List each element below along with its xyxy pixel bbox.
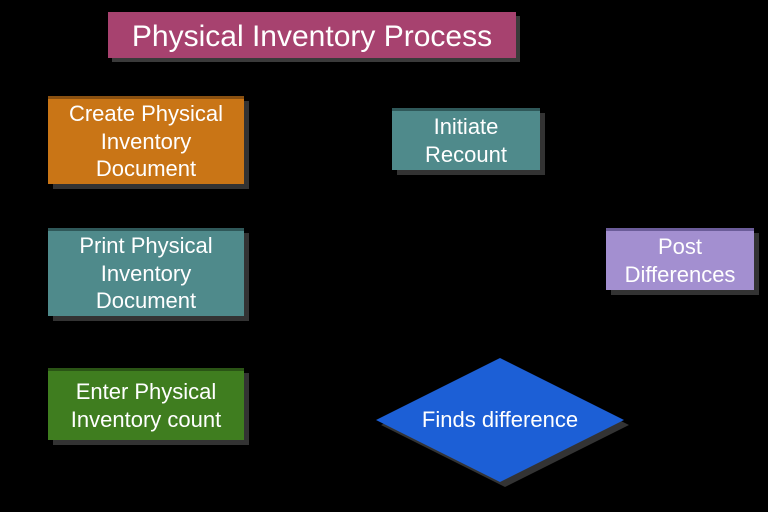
node-finds-diff: Finds difference: [376, 358, 629, 487]
node-box: Print Physical Inventory Document: [48, 228, 244, 316]
node-label: Post Differences: [612, 233, 748, 288]
diamond-svg: [376, 358, 629, 487]
node-box: Create Physical Inventory Document: [48, 96, 244, 184]
node-label: Enter Physical Inventory count: [54, 378, 238, 433]
node-box: Post Differences: [606, 228, 754, 290]
diamond-shape: [376, 358, 629, 487]
node-label: Print Physical Inventory Document: [54, 232, 238, 315]
flowchart-stage: { "canvas": { "w": 768, "h": 512, "bg": …: [0, 0, 768, 512]
title-box: Physical Inventory Process: [108, 12, 516, 58]
node-label: Initiate Recount: [398, 113, 534, 168]
title-text: Physical Inventory Process: [132, 20, 492, 54]
node-label: Create Physical Inventory Document: [54, 100, 238, 183]
node-box: Initiate Recount: [392, 108, 540, 170]
node-box: Enter Physical Inventory count: [48, 368, 244, 440]
